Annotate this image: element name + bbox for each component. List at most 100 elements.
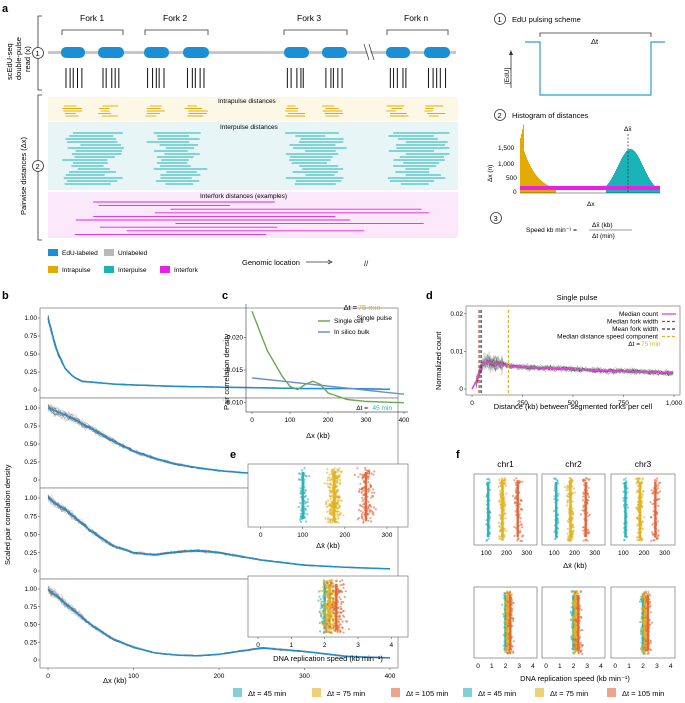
e-xtick2-label: 3	[356, 642, 360, 649]
scatter-point	[580, 608, 583, 611]
panel-c: 0.010 0.015 0.020 0 100 200 300 400 Δt = 75 min S…	[222, 303, 410, 440]
scatter-point	[370, 496, 373, 499]
b-ytick-label: 1.00	[24, 495, 37, 502]
hist-bar-inter	[659, 189, 660, 193]
scatter-point	[331, 589, 334, 593]
scatter-point	[306, 500, 309, 504]
scatter-point	[504, 503, 507, 506]
scatter-point	[570, 634, 574, 637]
interpulse-label: Interpulse distances	[220, 124, 279, 131]
hist-bar-inter	[633, 150, 634, 193]
scatter-point	[319, 589, 322, 593]
scatter-point	[574, 650, 577, 653]
scatter-point	[648, 639, 651, 642]
scatter-point	[518, 480, 521, 483]
scatter-point	[648, 602, 652, 606]
scatter-point	[556, 479, 559, 482]
legend-edu: EdU-labeled	[62, 250, 98, 257]
hist-bar-intra	[528, 161, 529, 193]
scatter-point	[326, 510, 329, 513]
f-xtick2-label: 4	[669, 663, 673, 670]
legend-f-75: Δt = 75 min	[550, 689, 588, 698]
scatter-point	[509, 590, 512, 593]
legend-inter: Interpulse	[118, 267, 147, 274]
scatter-point	[515, 477, 518, 480]
scatter-point	[646, 650, 650, 653]
scatter-point	[570, 602, 574, 605]
scatter-point	[505, 604, 508, 607]
scatter-point	[579, 513, 582, 516]
scatter-point	[652, 539, 655, 542]
scatter-point	[342, 514, 345, 517]
scatter-point	[328, 489, 331, 492]
scatter-point	[557, 492, 560, 495]
scatter-point	[567, 520, 570, 524]
scatter-point	[299, 492, 302, 495]
scatter-point	[571, 516, 574, 519]
scatter-point	[341, 579, 344, 582]
scatter-point	[369, 483, 372, 486]
scatter-point	[626, 506, 630, 509]
scatter-point	[335, 502, 338, 505]
scatter-point	[319, 615, 322, 618]
f-xtick-label: 200	[639, 550, 650, 557]
scatter-point	[499, 529, 502, 533]
scatter-point	[574, 638, 578, 641]
scatter-point	[319, 598, 322, 601]
scatter-point	[325, 502, 328, 505]
scatter-point	[571, 492, 574, 495]
hist-bar-intra	[533, 171, 534, 193]
scatter-point	[331, 603, 334, 607]
b-ytick-label: 1.00	[24, 586, 37, 593]
scatter-point	[582, 529, 585, 532]
scatter-point	[332, 620, 335, 623]
scatter-point	[327, 630, 330, 633]
hist-tick-0: 0	[513, 189, 517, 196]
scatter-point	[364, 518, 368, 522]
scatter-point	[505, 529, 508, 532]
scatter-point	[319, 607, 322, 610]
scatter-point	[322, 618, 325, 621]
scatter-point	[328, 518, 331, 521]
scatter-point	[622, 497, 625, 500]
scatter-point	[658, 497, 661, 501]
scatter-point	[582, 506, 585, 509]
scatter-point	[573, 652, 576, 655]
scatter-point	[327, 485, 330, 488]
scatter-point	[518, 531, 521, 534]
f-title: chr2	[565, 459, 582, 469]
scatter-point	[336, 471, 339, 474]
scatter-point	[323, 581, 326, 584]
scatter-point	[587, 528, 590, 532]
scatter-point	[337, 589, 341, 592]
d-ytick-label: 0.01	[450, 348, 463, 355]
scatter-point	[304, 475, 307, 478]
scatter-point	[503, 482, 507, 485]
scatter-point	[331, 477, 334, 480]
f-xtick2-label: 3	[585, 663, 589, 670]
scatter-point	[519, 520, 522, 523]
ylabel-top-a: scEdU-seq double-pulse read (x)	[5, 37, 32, 80]
scatter-point	[359, 482, 362, 485]
hist-bar-intra	[523, 124, 524, 193]
d-xtick-label: 250	[517, 400, 528, 407]
hist-bar-intra	[552, 187, 553, 193]
scatter-point	[362, 520, 365, 524]
scatter-point	[339, 470, 343, 474]
scatter-point	[342, 583, 345, 586]
scatter-point	[328, 579, 331, 582]
scatter-point	[577, 652, 580, 655]
scatter-point	[373, 470, 376, 473]
ylabel-top-1: scEdU-seq	[5, 43, 14, 80]
scatter-point	[579, 641, 582, 645]
scatter-point	[338, 475, 341, 478]
scatter-point	[371, 512, 374, 515]
distance-lines	[62, 105, 450, 235]
hist-bar-inter	[616, 168, 617, 193]
scatter-point	[331, 579, 334, 582]
scatter-point	[318, 595, 321, 598]
b-ytick-label: 0	[33, 657, 37, 664]
d-trace	[475, 355, 674, 386]
interfork-band	[48, 192, 458, 238]
scatter-point	[500, 538, 503, 541]
